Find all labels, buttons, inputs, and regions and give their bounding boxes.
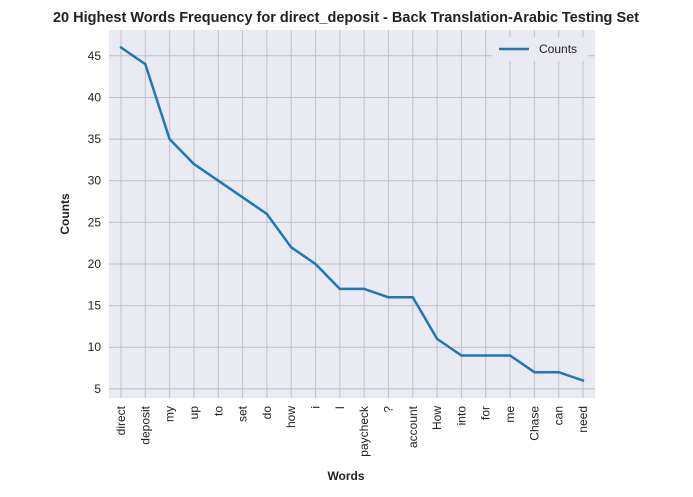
x-tick-label: how xyxy=(284,406,298,428)
x-tick-label: paycheck xyxy=(357,405,371,457)
series-line-counts xyxy=(119,46,585,382)
x-tick-label: deposit xyxy=(138,405,152,444)
x-tick-label: How xyxy=(430,406,444,430)
data-point xyxy=(460,354,463,357)
data-point xyxy=(435,337,439,341)
legend-label-counts: Counts xyxy=(539,42,577,56)
x-tick-label: i xyxy=(309,406,323,409)
legend-box xyxy=(492,37,588,61)
data-point xyxy=(581,379,585,382)
x-axis-label: Words xyxy=(327,469,364,483)
y-tick-label: 5 xyxy=(94,382,101,396)
x-tick-label: my xyxy=(163,406,177,422)
x-tick-label: into xyxy=(454,406,468,426)
data-point xyxy=(484,354,487,357)
chart-title: 20 Highest Words Frequency for direct_de… xyxy=(53,10,639,26)
x-tick-label: to xyxy=(211,406,225,416)
y-axis-ticks: 5 10 15 20 25 30 35 40 45 xyxy=(88,49,102,396)
x-tick-label: set xyxy=(236,405,250,422)
data-point xyxy=(533,370,536,374)
y-tick-label: 45 xyxy=(88,49,102,63)
y-axis-label: Counts xyxy=(58,193,72,235)
y-tick-label: 25 xyxy=(88,215,102,229)
gridlines xyxy=(109,30,595,398)
x-tick-label: for xyxy=(479,406,493,420)
y-tick-label: 30 xyxy=(88,174,102,188)
data-point xyxy=(241,196,244,199)
y-tick-label: 20 xyxy=(88,257,102,271)
data-point xyxy=(192,162,196,166)
data-point xyxy=(314,262,317,266)
data-point xyxy=(217,179,220,182)
data-point xyxy=(144,62,147,66)
data-point xyxy=(338,287,342,291)
y-tick-label: 10 xyxy=(88,340,102,354)
data-point xyxy=(387,296,390,299)
legend: Counts xyxy=(492,37,588,61)
y-tick-label: 35 xyxy=(88,132,102,146)
plot-area xyxy=(109,30,595,398)
x-tick-label: me xyxy=(503,406,517,423)
data-point xyxy=(119,46,123,49)
y-tick-label: 15 xyxy=(88,299,102,313)
x-tick-label: up xyxy=(187,406,201,420)
data-point xyxy=(290,246,293,249)
data-point xyxy=(168,137,171,141)
x-tick-label: need xyxy=(576,406,590,433)
data-point xyxy=(265,212,269,216)
data-point xyxy=(557,370,560,374)
x-tick-label: ? xyxy=(381,406,395,413)
data-point xyxy=(411,296,414,299)
x-tick-label: do xyxy=(260,406,274,420)
data-point xyxy=(362,287,366,291)
data-point xyxy=(508,354,512,357)
series-layer xyxy=(119,46,585,382)
x-tick-label: direct xyxy=(114,405,128,435)
x-tick-label: Chase xyxy=(527,406,541,441)
y-tick-label: 40 xyxy=(88,90,102,104)
x-tick-label: account xyxy=(406,405,420,448)
x-tick-label: I xyxy=(333,406,347,409)
x-tick-label: can xyxy=(552,406,566,425)
